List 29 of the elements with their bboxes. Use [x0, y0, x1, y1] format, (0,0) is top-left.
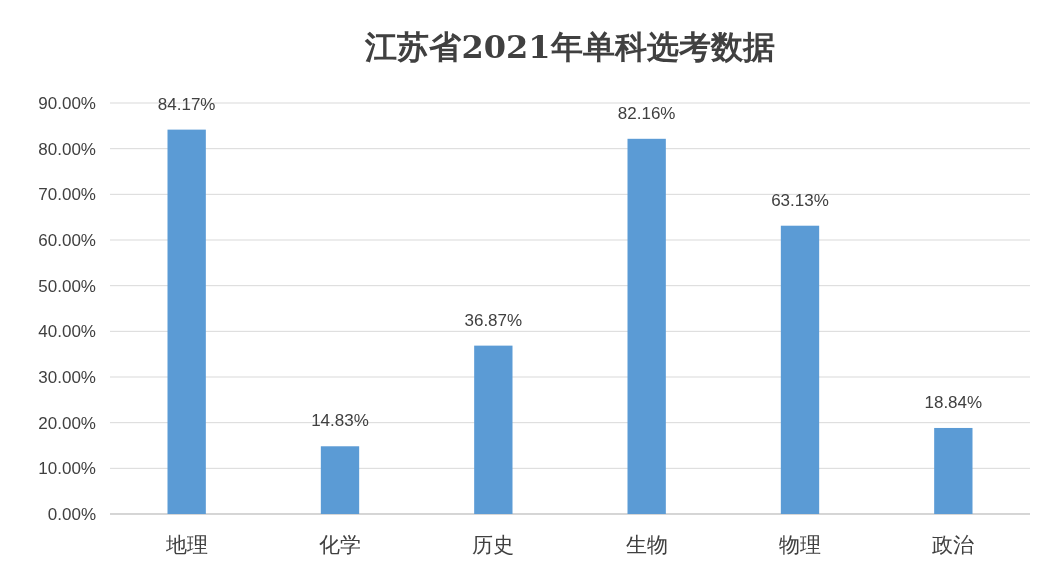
y-tick-label: 70.00% — [38, 185, 96, 205]
data-label: 36.87% — [464, 310, 523, 330]
y-tick-label: 10.00% — [38, 459, 96, 479]
y-tick-label: 90.00% — [38, 94, 96, 113]
x-tick-label: 政治 — [932, 533, 975, 556]
data-label: 82.16% — [617, 103, 676, 123]
y-tick-label: 60.00% — [38, 231, 96, 250]
x-tick-label: 生物 — [625, 533, 668, 556]
data-label: 18.84% — [924, 392, 983, 412]
bar — [474, 345, 513, 514]
bar — [780, 225, 820, 514]
x-tick-label: 物理 — [779, 533, 821, 556]
data-label: 84.17% — [157, 94, 216, 114]
bar — [627, 138, 666, 514]
x-tick-label: 化学 — [319, 533, 361, 556]
data-label: 63.13% — [771, 190, 829, 210]
chart-title: 江苏省2021年单科选考数据 — [364, 28, 775, 66]
y-tick-label: 30.00% — [38, 368, 96, 387]
x-tick-label: 历史 — [472, 533, 515, 556]
bar — [934, 427, 973, 514]
y-tick-label: 80.00% — [38, 139, 96, 159]
y-tick-label: 20.00% — [38, 413, 96, 433]
y-tick-label: 40.00% — [38, 322, 96, 342]
bar — [167, 129, 206, 514]
bar — [320, 446, 360, 514]
y-tick-label: 0.00% — [47, 505, 96, 524]
data-label: 14.83% — [311, 411, 369, 431]
x-tick-label: 地理 — [164, 533, 208, 556]
y-tick-label: 50.00% — [38, 276, 96, 296]
